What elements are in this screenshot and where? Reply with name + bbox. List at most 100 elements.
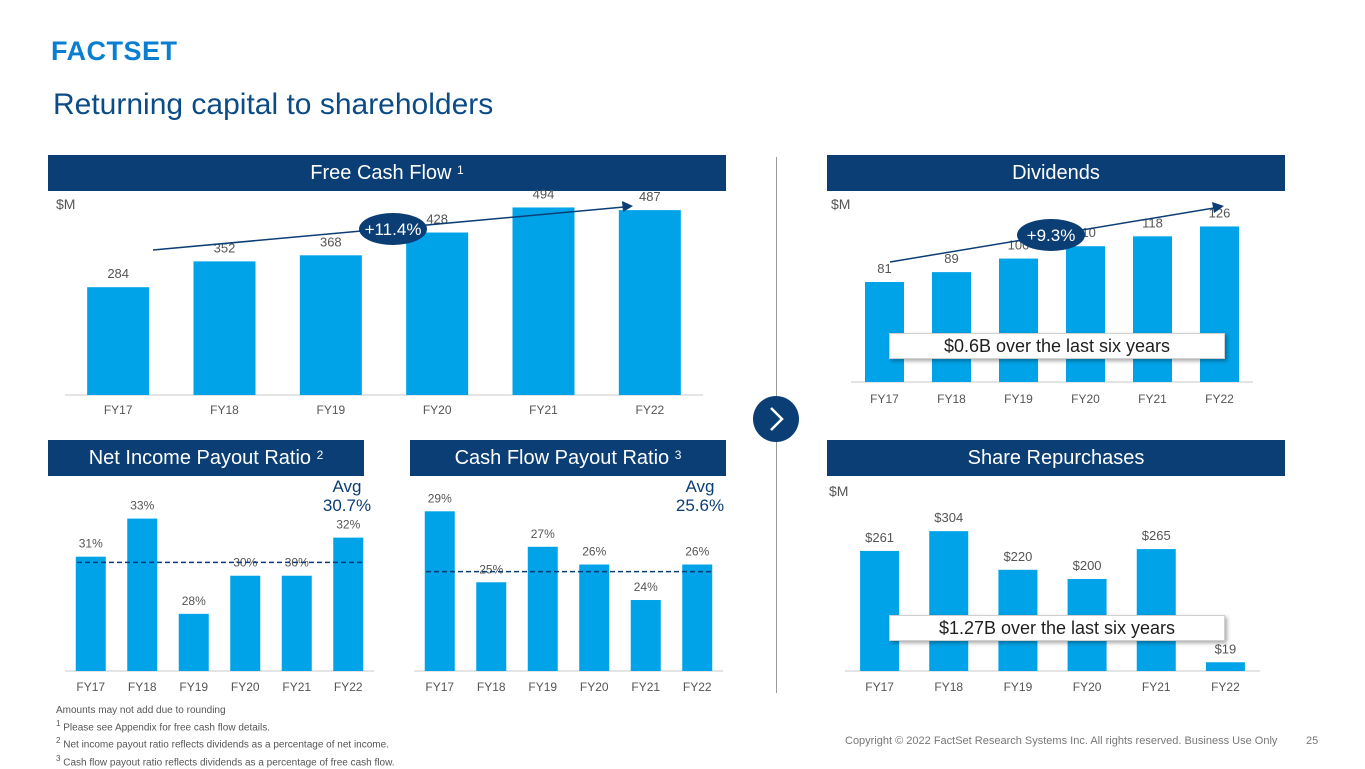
ni_payout-data-label: 33%: [130, 499, 154, 513]
fcf-tick-label: FY22: [635, 403, 664, 417]
cf_payout-tick-label: FY19: [528, 680, 557, 694]
fcf-bar: [406, 232, 469, 395]
cf_payout-tick-label: FY20: [580, 680, 609, 694]
dividends-data-label: 81: [877, 261, 891, 276]
chevron-right-icon: [770, 407, 784, 431]
footnote-3: 3 Cash flow payout ratio reflects divide…: [56, 753, 395, 768]
ni_payout-bar: [75, 556, 106, 671]
cf_payout-data-label: 27%: [531, 527, 555, 541]
repurchases-bar: [929, 531, 969, 671]
cf_payout-bar: [630, 600, 661, 671]
repurchases-tick-label: FY19: [1004, 680, 1033, 694]
dividends-growth-arrowhead-icon: [1212, 202, 1224, 213]
cf_payout-data-label: 29%: [428, 491, 452, 505]
dividends-bar: [999, 258, 1038, 382]
fcf-growth-badge: [359, 213, 427, 245]
repurchases-data-label: $220: [1003, 549, 1032, 564]
cf_payout-bar: [527, 546, 558, 671]
fcf-bar: [618, 210, 681, 395]
fcf-bar: [87, 287, 150, 395]
cf_payout-tick-label: FY17: [425, 680, 454, 694]
cf_payout-data-label: 26%: [685, 545, 709, 559]
repurchases-data-label: $200: [1073, 558, 1102, 573]
ni_payout-tick-label: FY18: [128, 680, 157, 694]
dividends-title: Dividends: [1012, 162, 1100, 184]
ni_payout-data-label: 28%: [182, 594, 206, 608]
dividends-growth-label: +9.3%: [1027, 226, 1076, 245]
cf-payout-banner: Cash Flow Payout Ratio 3: [410, 440, 726, 476]
fcf-tick-label: FY20: [423, 403, 452, 417]
ni-avg-label: Avg: [332, 477, 362, 496]
footnotes: Amounts may not add due to rounding 1 Pl…: [56, 704, 395, 769]
fcf-unit: $M: [56, 196, 76, 212]
repurchases-tick-label: FY17: [865, 680, 894, 694]
fcf-bar: [299, 255, 362, 395]
cf_payout-bar: [476, 582, 507, 671]
dividends-tick-label: FY18: [937, 392, 966, 406]
dividends-tick-label: FY22: [1205, 392, 1234, 406]
repurchases-data-label: $265: [1142, 528, 1171, 543]
footnote-rounding: Amounts may not add due to rounding: [56, 705, 226, 716]
repurchases-tick-label: FY18: [934, 680, 963, 694]
cf_payout-bar: [579, 564, 610, 671]
cf-payout-title: Cash Flow Payout Ratio: [454, 447, 670, 469]
repurchases-bar: [1205, 662, 1245, 671]
fcf-bar: [512, 207, 575, 395]
fcf-data-label: 284: [107, 266, 129, 281]
dividends-bar: [932, 272, 971, 382]
repurchases-bar: [860, 550, 900, 671]
ni-payout-average: Avg 30.7%: [300, 477, 394, 515]
repurchases-banner: Share Repurchases: [827, 440, 1285, 476]
footnote-2: 2 Net income payout ratio reflects divid…: [56, 736, 389, 751]
cf_payout-bar: [682, 564, 713, 671]
next-arrow-button[interactable]: [753, 396, 799, 442]
repurchases-bar: [1136, 549, 1176, 671]
cf-avg-label: Avg: [685, 477, 715, 496]
cf-payout-footnote-ref: 3: [674, 448, 682, 462]
cf_payout-data-label: 24%: [634, 580, 658, 594]
repurchases-title: Share Repurchases: [967, 447, 1145, 469]
fcf-data-label: 428: [426, 212, 448, 227]
ni_payout-tick-label: FY21: [282, 680, 311, 694]
dividends-tick-label: FY17: [870, 392, 899, 406]
ni-avg-value: 30.7%: [322, 496, 372, 515]
repurchases-unit: $M: [829, 483, 849, 499]
dividends-growth-badge: [1017, 219, 1085, 251]
fcf-data-label: 487: [639, 189, 661, 204]
ni-payout-banner: Net Income Payout Ratio 2: [48, 440, 364, 476]
dividends-tick-label: FY20: [1071, 392, 1100, 406]
repurchases-data-label: $304: [934, 510, 963, 525]
cf_payout-tick-label: FY18: [477, 680, 506, 694]
footnote-1: 1 Please see Appendix for free cash flow…: [56, 719, 271, 734]
copyright-text: Copyright © 2022 FactSet Research System…: [845, 735, 1278, 747]
fcf-tick-label: FY17: [104, 403, 133, 417]
dividends-data-label: 89: [944, 251, 958, 266]
ni_payout-bar: [333, 537, 364, 671]
dividends-callout: $0.6B over the last six years: [889, 333, 1225, 359]
cf_payout-bar: [424, 511, 455, 671]
ni_payout-tick-label: FY19: [179, 680, 208, 694]
fcf-data-label: 368: [320, 234, 342, 249]
repurchases-tick-label: FY22: [1211, 680, 1240, 694]
cf_payout-data-label: 26%: [582, 545, 606, 559]
ni_payout-bar: [230, 575, 261, 671]
dividends-unit: $M: [831, 196, 851, 212]
factset-logo: FACTSET: [51, 36, 178, 66]
fcf-growth-label: +11.4%: [365, 220, 422, 239]
cf_payout-data-label: 25%: [479, 562, 503, 576]
ni_payout-tick-label: FY22: [334, 680, 363, 694]
page-number: 25: [1306, 735, 1319, 747]
cf-avg-value: 25.6%: [675, 496, 725, 515]
fcf-bar: [193, 261, 256, 395]
ni_payout-bar: [178, 613, 209, 671]
cf-payout-average: Avg 25.6%: [653, 477, 747, 515]
dividends-bar: [1066, 246, 1105, 382]
ni_payout-data-label: 31%: [79, 537, 103, 551]
cf_payout-tick-label: FY21: [631, 680, 660, 694]
fcf-tick-label: FY21: [529, 403, 558, 417]
cf_payout-tick-label: FY22: [683, 680, 712, 694]
fcf-banner: Free Cash Flow 1: [48, 155, 726, 191]
ni_payout-data-label: 32%: [336, 518, 360, 532]
fcf-footnote-ref: 1: [457, 163, 464, 177]
